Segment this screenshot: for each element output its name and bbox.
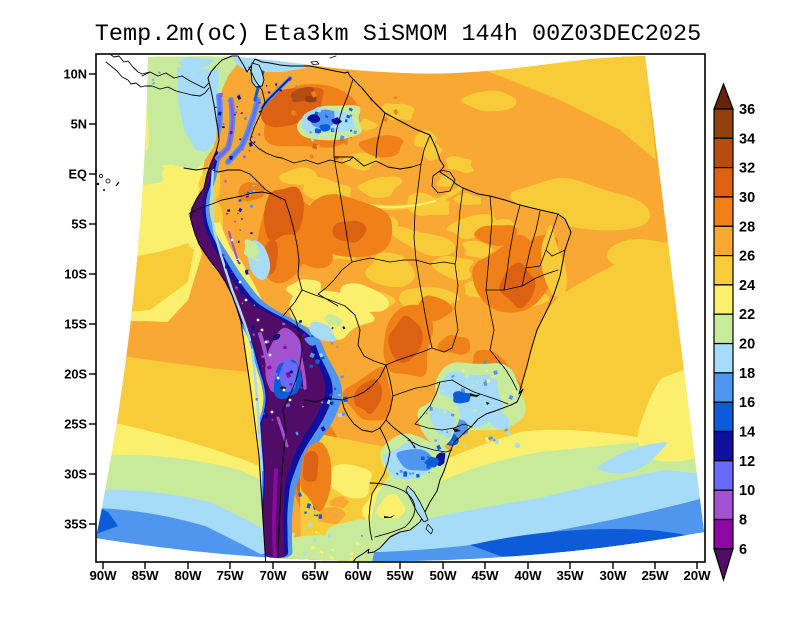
- svg-text:20: 20: [739, 337, 755, 353]
- svg-text:Temp.2m(oC) Eta3km SiSMOM 144h: Temp.2m(oC) Eta3km SiSMOM 144h 00Z03DEC2…: [95, 21, 701, 48]
- svg-text:90W: 90W: [89, 568, 117, 583]
- svg-text:10N: 10N: [64, 67, 87, 82]
- svg-text:18: 18: [739, 366, 755, 382]
- svg-text:6: 6: [739, 542, 747, 558]
- svg-text:24: 24: [739, 278, 755, 294]
- svg-text:15S: 15S: [64, 317, 87, 332]
- svg-text:65W: 65W: [301, 568, 329, 583]
- svg-text:36: 36: [739, 102, 755, 118]
- svg-text:85W: 85W: [131, 568, 159, 583]
- svg-text:22: 22: [739, 307, 755, 323]
- svg-text:32: 32: [739, 161, 755, 177]
- svg-text:10S: 10S: [64, 267, 87, 282]
- svg-text:14: 14: [739, 425, 755, 441]
- svg-text:16: 16: [739, 395, 755, 411]
- svg-text:50W: 50W: [429, 568, 457, 583]
- svg-text:25S: 25S: [64, 417, 87, 432]
- svg-text:35S: 35S: [64, 517, 87, 532]
- svg-text:34: 34: [739, 131, 755, 147]
- svg-text:25W: 25W: [641, 568, 669, 583]
- svg-text:8: 8: [739, 513, 747, 529]
- svg-text:20S: 20S: [64, 367, 87, 382]
- svg-text:5S: 5S: [71, 217, 87, 232]
- svg-text:30W: 30W: [599, 568, 627, 583]
- svg-text:EQ: EQ: [69, 167, 88, 182]
- svg-text:55W: 55W: [386, 568, 414, 583]
- svg-text:10: 10: [739, 483, 755, 499]
- svg-text:28: 28: [739, 219, 755, 235]
- svg-text:70W: 70W: [259, 568, 287, 583]
- svg-text:75W: 75W: [216, 568, 244, 583]
- svg-text:35W: 35W: [556, 568, 584, 583]
- svg-text:80W: 80W: [174, 568, 202, 583]
- svg-text:40W: 40W: [514, 568, 542, 583]
- svg-text:26: 26: [739, 249, 755, 265]
- svg-text:60W: 60W: [344, 568, 372, 583]
- svg-text:12: 12: [739, 454, 755, 470]
- svg-text:45W: 45W: [471, 568, 499, 583]
- svg-text:5N: 5N: [71, 117, 87, 132]
- svg-text:20W: 20W: [683, 568, 711, 583]
- svg-text:30S: 30S: [64, 467, 87, 482]
- svg-text:30: 30: [739, 190, 755, 206]
